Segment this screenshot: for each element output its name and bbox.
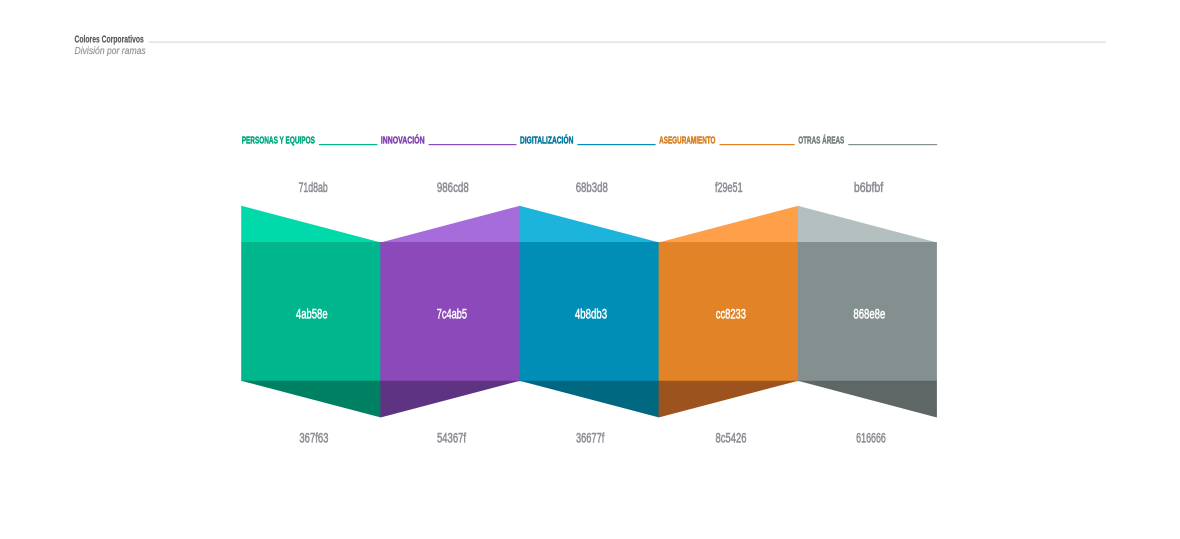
- svg-text:4b8db3: 4b8db3: [575, 305, 607, 321]
- svg-text:f29e51: f29e51: [715, 179, 743, 195]
- svg-text:54367f: 54367f: [437, 429, 466, 445]
- svg-text:616666: 616666: [856, 429, 886, 445]
- svg-text:b6bfbf: b6bfbf: [854, 179, 883, 195]
- svg-text:71d8ab: 71d8ab: [299, 179, 328, 195]
- svg-text:PERSONAS Y EQUIPOS: PERSONAS Y EQUIPOS: [242, 136, 316, 147]
- svg-text:367f63: 367f63: [299, 429, 328, 445]
- svg-text:36677f: 36677f: [576, 429, 604, 445]
- svg-text:ASEGURAMIENTO: ASEGURAMIENTO: [659, 136, 716, 147]
- svg-text:División por ramas: División por ramas: [75, 46, 146, 57]
- svg-text:INNOVACIÓN: INNOVACIÓN: [381, 135, 425, 147]
- svg-text:7c4ab5: 7c4ab5: [437, 305, 467, 321]
- svg-text:8c5426: 8c5426: [716, 429, 747, 445]
- svg-text:DIGITALIZACIÓN: DIGITALIZACIÓN: [520, 135, 573, 147]
- svg-text:OTRAS ÁREAS: OTRAS ÁREAS: [798, 136, 844, 147]
- svg-text:986cd8: 986cd8: [437, 179, 469, 195]
- svg-text:68b3d8: 68b3d8: [576, 179, 608, 195]
- svg-text:Colores Corporativos: Colores Corporativos: [75, 35, 144, 46]
- svg-text:868e8e: 868e8e: [853, 305, 885, 321]
- svg-text:4ab58e: 4ab58e: [296, 305, 328, 321]
- svg-text:cc8233: cc8233: [716, 305, 746, 321]
